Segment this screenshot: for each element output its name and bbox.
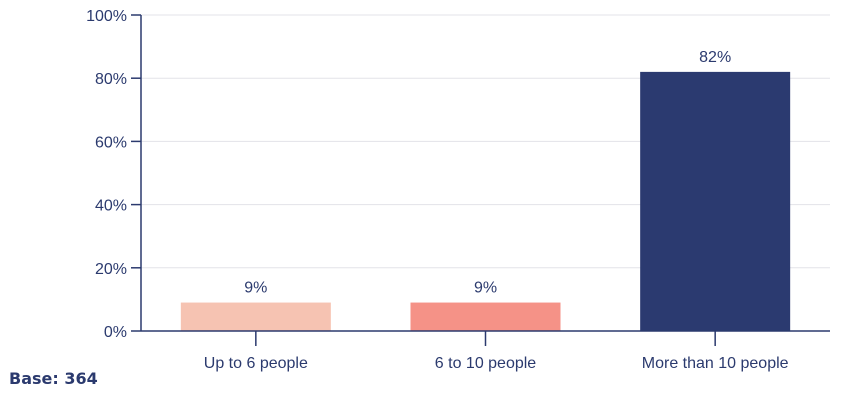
data-label: 9% <box>474 280 497 297</box>
bar <box>180 302 331 331</box>
y-tick-label: 0% <box>104 324 127 341</box>
y-tick-label: 60% <box>95 134 127 151</box>
y-tick-label: 40% <box>95 198 127 215</box>
y-tick-label: 80% <box>95 71 127 88</box>
bars <box>180 71 791 331</box>
base-footnote: Base: 364 <box>9 369 98 388</box>
x-tick-label: More than 10 people <box>642 355 789 372</box>
y-tick-label: 100% <box>86 8 127 25</box>
labels: 0% 20% 40% 60% 80% 100% Up to 6 people 9% 6 to 1… <box>86 8 789 372</box>
x-tick-label: 6 to 10 people <box>435 355 537 372</box>
y-tick-label: 20% <box>95 261 127 278</box>
bar <box>640 71 791 331</box>
x-tick-label: Up to 6 people <box>204 355 308 372</box>
data-label: 9% <box>244 280 267 297</box>
bar <box>410 302 561 331</box>
data-label: 82% <box>699 49 731 66</box>
axes <box>131 14 830 346</box>
